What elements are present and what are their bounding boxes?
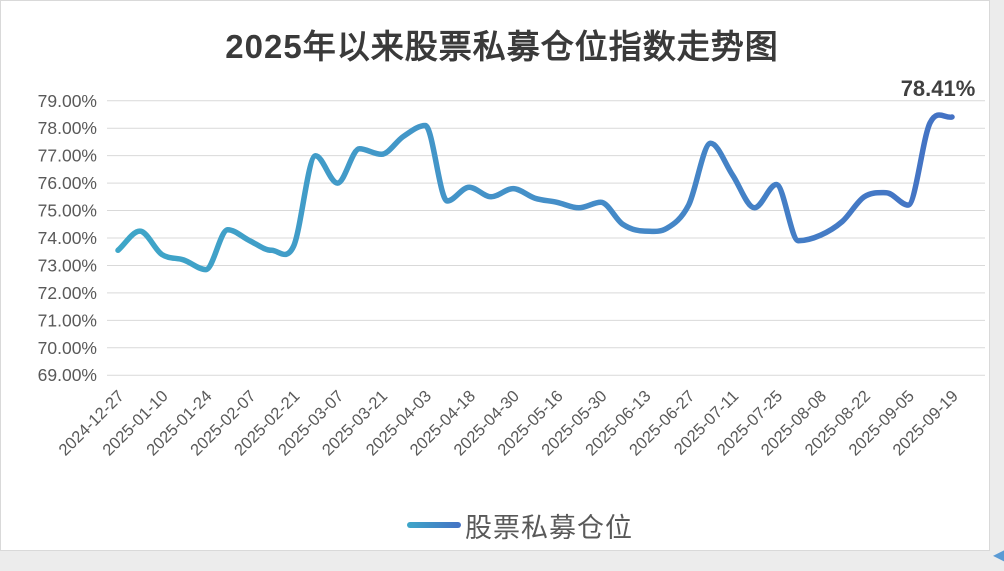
legend-line-swatch <box>407 522 461 528</box>
legend: 股票私募仓位 <box>0 508 1004 543</box>
y-axis-tick-label: 72.00% <box>38 283 97 303</box>
chart-title: 2025年以来股票私募仓位指数走势图 <box>225 28 779 65</box>
y-axis-tick-label: 77.00% <box>38 146 97 166</box>
y-axis-tick-label: 79.00% <box>38 91 97 111</box>
y-axis-tick-label: 71.00% <box>38 310 97 330</box>
y-axis-tick-label: 74.00% <box>38 228 97 248</box>
legend-series-label: 股票私募仓位 <box>465 512 633 543</box>
y-axis-tick-label: 70.00% <box>38 338 97 358</box>
chart-panel <box>0 0 990 551</box>
last-value-label: 78.41% <box>900 76 976 101</box>
y-axis-tick-label: 69.00% <box>38 365 97 385</box>
y-axis-tick-label: 75.00% <box>38 201 97 221</box>
position-index-line <box>115 112 955 273</box>
y-axis-tick-label: 73.00% <box>38 255 97 275</box>
y-axis-tick-label: 76.00% <box>38 173 97 193</box>
collapse-left-arrow-icon[interactable]: ◀ <box>993 547 1004 564</box>
y-axis-tick-label: 78.00% <box>38 118 97 138</box>
